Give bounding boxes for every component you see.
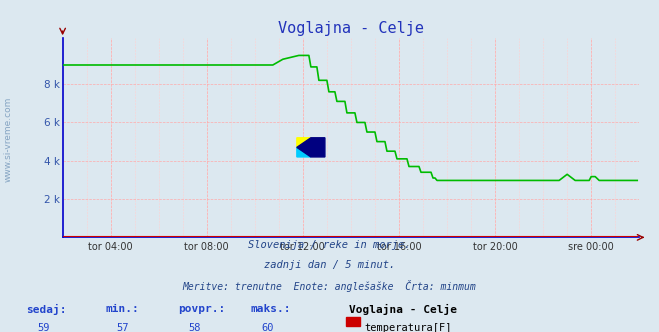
Text: temperatura[F]: temperatura[F] bbox=[364, 323, 452, 332]
Text: sedaj:: sedaj: bbox=[26, 303, 67, 315]
Text: maks.:: maks.: bbox=[250, 303, 291, 314]
Text: min.:: min.: bbox=[105, 303, 139, 314]
Text: povpr.:: povpr.: bbox=[178, 303, 225, 314]
Title: Voglajna - Celje: Voglajna - Celje bbox=[278, 21, 424, 36]
Polygon shape bbox=[297, 138, 311, 147]
Text: zadnji dan / 5 minut.: zadnji dan / 5 minut. bbox=[264, 260, 395, 270]
Text: 59: 59 bbox=[37, 323, 49, 332]
Text: 57: 57 bbox=[116, 323, 129, 332]
Text: Voglajna - Celje: Voglajna - Celje bbox=[349, 303, 457, 315]
Text: 58: 58 bbox=[188, 323, 201, 332]
Text: Slovenija / reke in morje.: Slovenija / reke in morje. bbox=[248, 240, 411, 250]
Text: Meritve: trenutne  Enote: anglešaške  Črta: minmum: Meritve: trenutne Enote: anglešaške Črta… bbox=[183, 280, 476, 292]
Polygon shape bbox=[297, 138, 325, 157]
Text: www.si-vreme.com: www.si-vreme.com bbox=[3, 97, 13, 182]
Bar bbox=[346, 317, 360, 326]
Polygon shape bbox=[297, 147, 311, 157]
Text: 60: 60 bbox=[261, 323, 273, 332]
